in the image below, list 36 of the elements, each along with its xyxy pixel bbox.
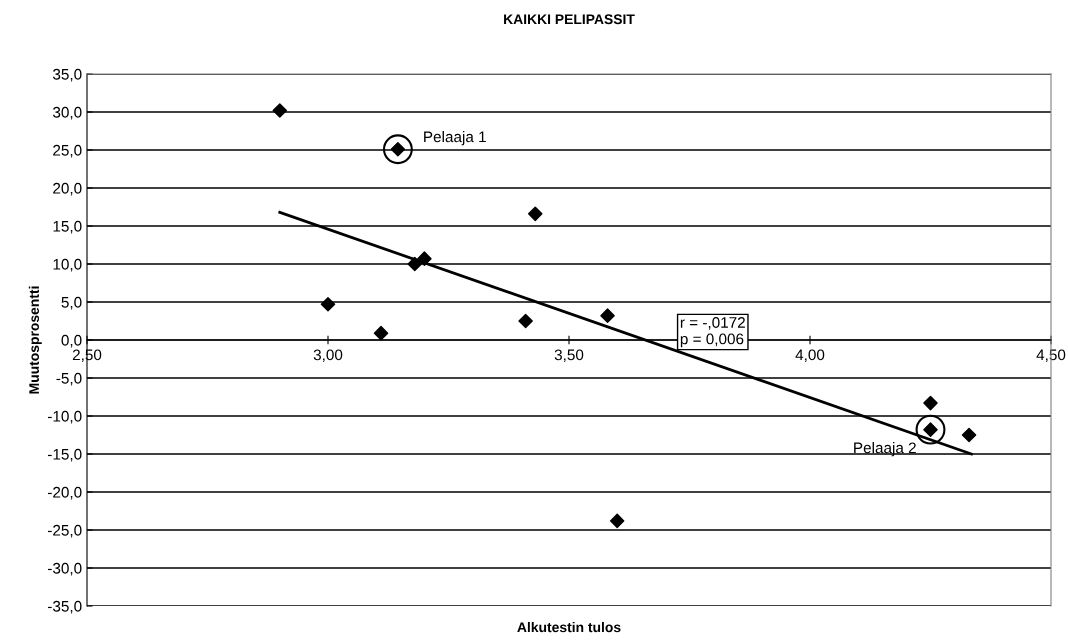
point [961,427,977,443]
point [373,325,389,341]
x-tick-label: 3,00 [313,349,343,363]
point [923,395,938,411]
chart-title: KAIKKI PELIPASSIT [504,14,635,25]
y-tick-label: 10,0 [53,258,82,272]
y-tick-label: -35,0 [48,600,82,614]
y-tick-label: 5,0 [61,296,82,310]
y-tick-label: 20,0 [53,182,82,196]
annotation: Pelaaja 1 [424,131,486,146]
point [417,251,432,266]
y-tick-label: 30,0 [52,106,82,120]
point [527,206,543,222]
point [320,296,336,312]
annotation: r = -,0172 p = 0,006 [680,317,745,348]
point [609,513,625,529]
y-tick-label: 15,0 [53,220,82,234]
y-tick-label: -15,0 [48,448,82,462]
y-tick-label: -10,0 [48,410,82,424]
y-tick-label: -20,0 [48,486,82,500]
x-tick-label: 4,50 [1036,349,1066,363]
annotation: Pelaaja 2 [854,442,916,457]
x-axis-title: Alkutestin tulos [517,621,621,633]
point [407,256,423,272]
y-tick-label: -30,0 [48,562,82,576]
point [272,103,288,118]
y-tick-label: -25,0 [48,524,82,538]
y-tick-label: 25,0 [53,144,82,158]
y-tick-label: 0,0 [61,334,82,348]
point [518,313,533,329]
x-tick-label: 3,50 [554,349,584,363]
point [600,308,615,323]
y-tick-label: -5,0 [56,372,82,386]
x-tick-label: 4,00 [795,349,825,363]
y-axis-title: Muutosprosentti [28,286,42,394]
y-tick-label: 35,0 [52,68,82,82]
